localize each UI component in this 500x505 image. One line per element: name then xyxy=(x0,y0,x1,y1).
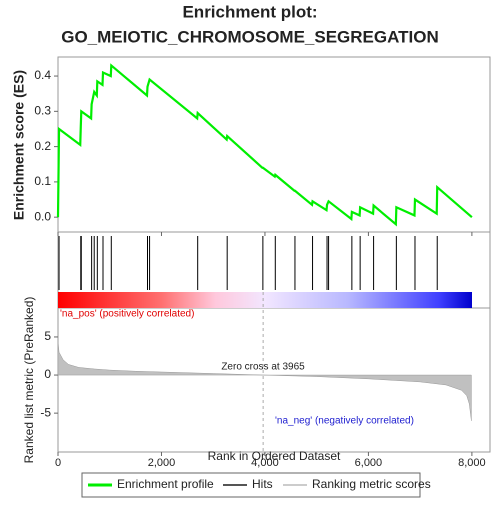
metric-area xyxy=(57,340,472,421)
y-tick-label: 5 xyxy=(44,329,51,343)
chart-subtitle: GO_MEIOTIC_CHROMOSOME_SEGREGATION xyxy=(61,27,439,46)
y-tick-label: 0 xyxy=(44,367,51,381)
legend-label: Enrichment profile xyxy=(117,477,214,491)
y-tick-label: 0.0 xyxy=(34,209,51,223)
rank-color-band xyxy=(58,292,472,308)
y-axis-label: Enrichment score (ES) xyxy=(11,70,27,220)
enrichment-line xyxy=(56,63,473,227)
plot-frame xyxy=(57,56,491,453)
annotation: 'na_pos' (positively correlated) xyxy=(60,309,194,320)
y-tick-label: 0.1 xyxy=(34,174,51,188)
annotation: Zero cross at 3965 xyxy=(221,362,305,373)
legend xyxy=(81,472,421,498)
x-tick-label: 2,000 xyxy=(148,457,176,469)
x-axis-label: Rank in Ordered Dataset xyxy=(208,449,341,463)
x-tick-label: 6,000 xyxy=(355,457,383,469)
y-tick-label: 0.4 xyxy=(34,68,51,82)
x-tick-label: 0 xyxy=(55,457,61,469)
chart-title: Enrichment plot: xyxy=(182,2,317,21)
y-axis-label: Ranked list metric (PreRanked) xyxy=(22,297,36,464)
legend-label: Hits xyxy=(252,477,273,491)
legend-label: Ranking metric scores xyxy=(312,477,431,491)
x-tick-label: 4,000 xyxy=(251,457,279,469)
annotation: 'na_neg' (negatively correlated) xyxy=(275,416,414,427)
x-tick-label: 8,000 xyxy=(458,457,486,469)
y-tick-label: -5 xyxy=(40,405,51,419)
y-tick-label: 0.3 xyxy=(34,104,51,118)
y-tick-label: 0.2 xyxy=(34,139,51,153)
